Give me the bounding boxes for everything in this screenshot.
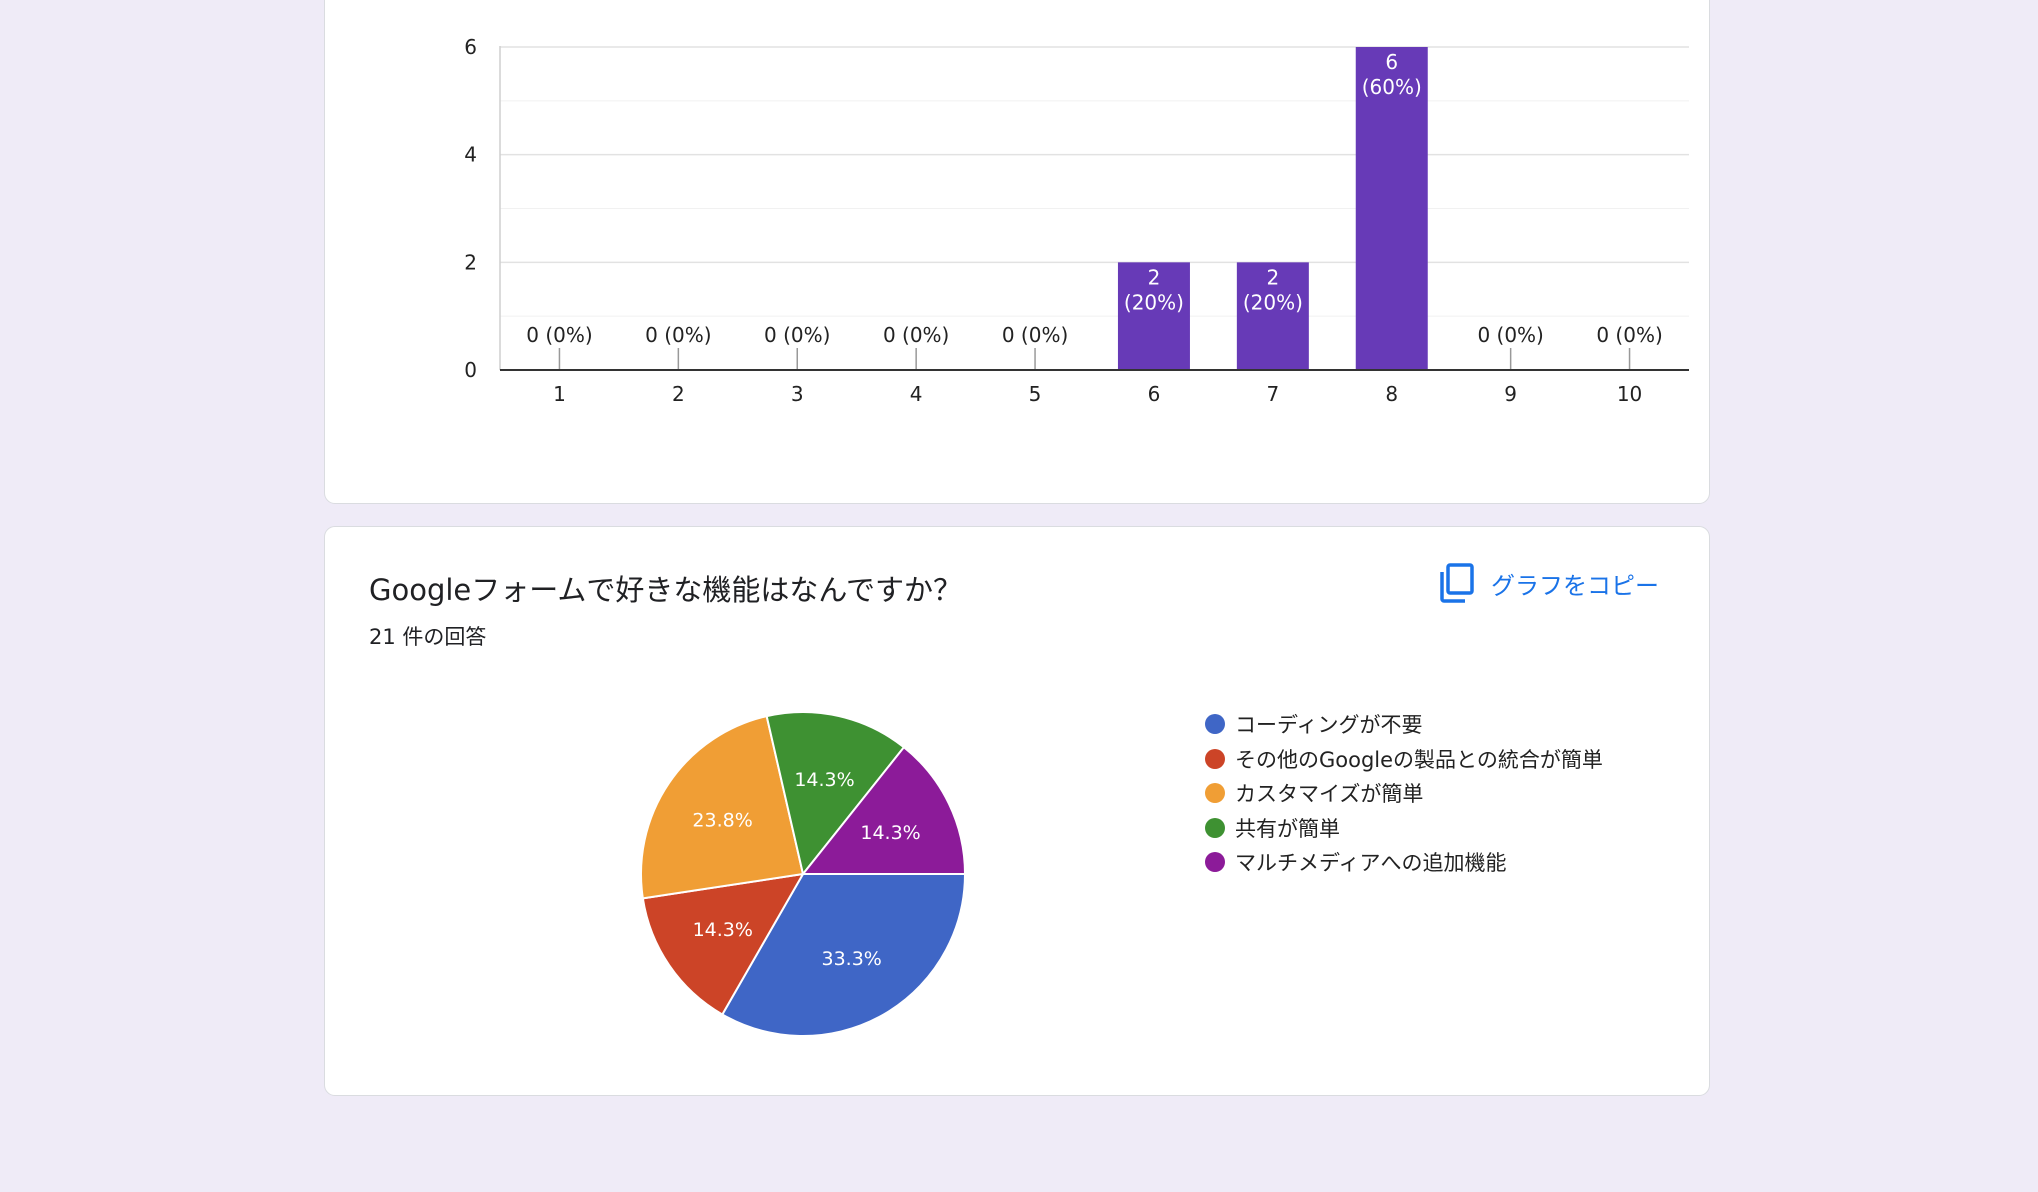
x-tick-label: 3: [791, 382, 804, 406]
legend-item: マルチメディアへの追加機能: [1205, 845, 1603, 880]
bar-data-label: (20%): [1243, 290, 1303, 314]
y-tick-label: 2: [464, 250, 477, 274]
legend-swatch: [1205, 748, 1225, 769]
bar-chart-card: 0 2 4 6 0 (0%) 1 0 (0%) 2 0 (0%) 3 0 (0%) 4 0 (0%) 5 2…: [324, 0, 1710, 504]
bar-data-label: (60%): [1362, 75, 1422, 99]
response-count: 21 件の回答: [369, 625, 487, 649]
bar-data-label: 0 (0%): [1477, 323, 1543, 347]
y-tick-label: 6: [464, 35, 477, 59]
legend-swatch: [1205, 714, 1225, 735]
x-tick-label: 1: [553, 382, 566, 406]
legend-item: カスタマイズが簡単: [1205, 776, 1603, 811]
bar: [1236, 262, 1309, 370]
legend-swatch: [1205, 852, 1225, 873]
x-tick-label: 2: [672, 382, 685, 406]
bar: [1355, 47, 1428, 370]
x-tick-label: 5: [1029, 382, 1042, 406]
legend-label: カスタマイズが簡単: [1235, 782, 1424, 807]
y-tick-label: 4: [464, 143, 477, 167]
legend-item: 共有が簡単: [1205, 811, 1603, 846]
legend-label: その他のGoogleの製品との統合が簡単: [1235, 747, 1603, 772]
bar-data-label: 6: [1385, 50, 1398, 74]
copy-chart-label: グラフをコピー: [1491, 571, 1659, 600]
copy-icon: [1440, 563, 1474, 603]
question-title: Googleフォームで好きな機能はなんですか？: [369, 573, 962, 607]
x-tick-label: 6: [1148, 382, 1161, 406]
x-tick-label: 8: [1385, 382, 1398, 406]
bar-chart: 0 2 4 6 0 (0%) 1 0 (0%) 2 0 (0%) 3 0 (0%) 4 0 (0%) 5 2…: [464, 35, 1689, 406]
x-tick-label: 9: [1504, 382, 1517, 406]
x-tick-label: 10: [1617, 382, 1642, 406]
bar-data-label: 0 (0%): [645, 323, 711, 347]
x-tick-label: 7: [1266, 382, 1279, 406]
bar: [1117, 262, 1190, 370]
pie-slice-label: 23.8%: [692, 809, 752, 831]
pie-slice-label: 33.3%: [822, 948, 882, 970]
pie-slice-label: 14.3%: [693, 919, 753, 941]
pie-slice: [765, 711, 906, 877]
legend-item: コーディングが不要: [1205, 707, 1603, 742]
pie-slice: [641, 872, 805, 1016]
pie-slice: [720, 873, 967, 1037]
pie-slice-label: 14.3%: [794, 769, 854, 791]
legend-label: 共有が簡単: [1235, 816, 1340, 841]
legend-label: コーディングが不要: [1235, 713, 1423, 738]
y-tick-label: 0: [464, 358, 477, 382]
legend-label: マルチメディアへの追加機能: [1235, 851, 1507, 876]
bar-data-label: 0 (0%): [883, 323, 949, 347]
legend-swatch: [1205, 783, 1225, 804]
legend-swatch: [1205, 817, 1225, 838]
bar-data-label: 0 (0%): [1002, 323, 1068, 347]
x-tick-label: 4: [910, 382, 923, 406]
bar-data-label: (20%): [1124, 290, 1184, 314]
legend-item: その他のGoogleの製品との統合が簡単: [1205, 742, 1603, 777]
pie-legend: コーディングが不要その他のGoogleの製品との統合が簡単 カスタマイズが簡単 共有…: [1205, 707, 1603, 880]
pie-chart-card: Googleフォームで好きな機能はなんですか？ 21 件の回答 グラフをコピー …: [324, 526, 1710, 1096]
bar-data-label: 0 (0%): [526, 323, 592, 347]
bar-data-label: 2: [1148, 265, 1161, 289]
bar-data-label: 0 (0%): [1596, 323, 1662, 347]
pie-slice-label: 14.3%: [860, 822, 920, 844]
pie-slice: [800, 745, 967, 875]
bar-data-label: 0 (0%): [764, 323, 830, 347]
bar-data-label: 2: [1266, 265, 1279, 289]
pie-slice: [640, 714, 805, 900]
copy-chart-button[interactable]: グラフをコピー: [1439, 561, 1659, 605]
